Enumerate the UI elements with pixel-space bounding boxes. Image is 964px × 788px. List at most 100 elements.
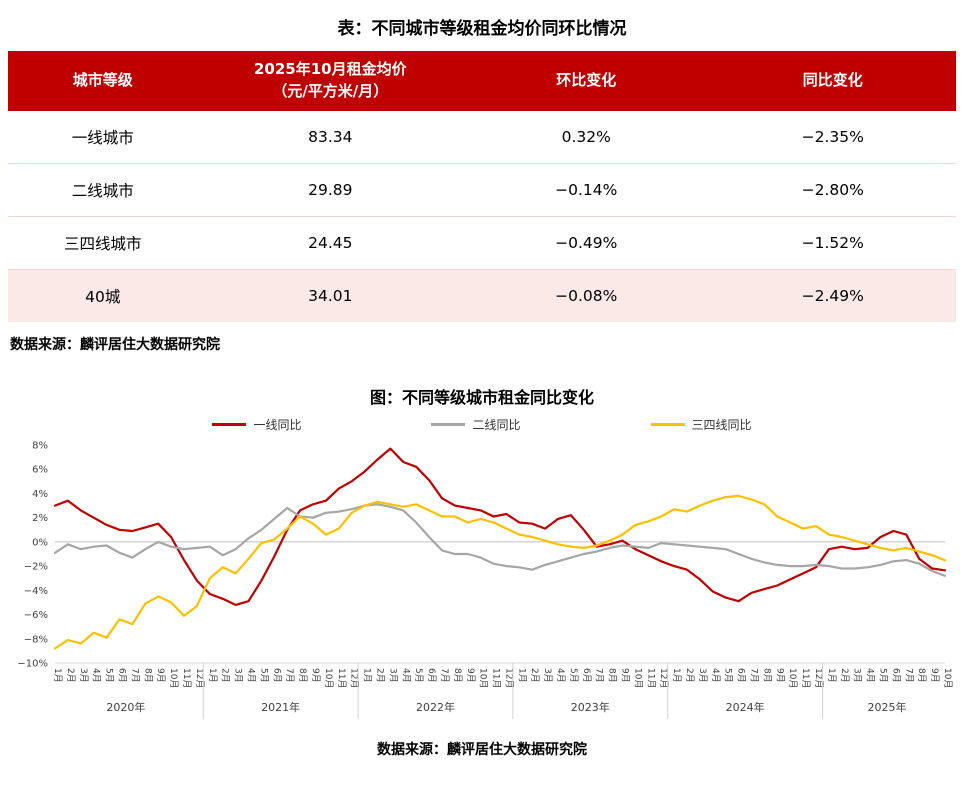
x-axis-month-label: 1月 [362, 668, 373, 683]
y-axis-tick-label: −6% [24, 610, 48, 621]
cell-city-tier: 40城 [85, 287, 121, 306]
table-row-40cities: 40城 34.01 −0.08% −2.49% [8, 269, 956, 322]
cell-yoy: −2.35% [801, 127, 864, 146]
x-axis-month-label: 6月 [890, 668, 901, 683]
x-axis-month-label: 6月 [117, 668, 128, 683]
x-axis-month-label: 1月 [52, 668, 63, 683]
x-axis-month-label: 11月 [491, 668, 502, 688]
chart-source-note: 数据来源：麟评居住大数据研究院 [377, 741, 587, 758]
x-axis-month-label: 4月 [710, 668, 721, 683]
table-header-row: 城市等级 2025年10月租金均价 （元/平方米/月） 环比变化 同比变化 [8, 51, 956, 111]
cell-avg-rent: 83.34 [308, 127, 353, 146]
x-axis-month-label: 11月 [645, 668, 656, 688]
legend-item-tier1: 一线同比 [212, 416, 301, 433]
x-axis-month-label: 1月 [516, 668, 527, 683]
x-axis-month-label: 10月 [942, 668, 953, 688]
x-axis-month-label: 8月 [761, 668, 772, 683]
x-axis-month-label: 11月 [181, 668, 192, 688]
x-axis-month-label: 6月 [426, 668, 437, 683]
x-axis-month-label: 5月 [104, 668, 115, 683]
x-axis-month-label: 8月 [452, 668, 463, 683]
legend-label-tier34: 三四线同比 [691, 417, 752, 432]
table-source-note: 数据来源：麟评居住大数据研究院 [10, 336, 220, 353]
cell-avg-rent: 24.45 [308, 233, 353, 252]
cell-mom: −0.49% [555, 233, 618, 252]
x-axis-month-label: 12月 [503, 668, 514, 688]
y-axis-tick-label: 2% [32, 513, 48, 524]
chart-title: 图：不同等级城市租金同比变化 [369, 387, 594, 407]
x-axis-month-label: 8月 [142, 668, 153, 683]
x-axis-month-label: 11月 [336, 668, 347, 688]
x-axis-month-label: 2月 [220, 668, 231, 683]
x-axis-month-label: 8月 [916, 668, 927, 683]
x-axis-month-label: 10月 [478, 668, 489, 688]
x-axis-month-label: 9月 [465, 668, 476, 683]
x-axis-month-label: 9月 [310, 668, 321, 683]
x-axis-month-label: 9月 [155, 668, 166, 683]
header-city-tier: 城市等级 [8, 51, 198, 111]
y-axis-tick-label: 0% [32, 537, 48, 548]
cell-yoy: −2.80% [801, 180, 864, 199]
x-axis-month-label: 4月 [400, 668, 411, 683]
cell-city-tier: 三四线城市 [64, 234, 142, 253]
cell-avg-rent: 29.89 [308, 180, 353, 199]
x-axis-year-label: 2020年 [106, 700, 145, 714]
legend-label-tier1: 一线同比 [253, 417, 302, 432]
y-axis-tick-label: 6% [32, 464, 48, 475]
x-axis-month-label: 10月 [787, 668, 798, 688]
x-axis-month-label: 4月 [865, 668, 876, 683]
x-axis-month-label: 2月 [65, 668, 76, 683]
x-axis-year-label: 2024年 [726, 700, 765, 714]
x-axis-month-label: 5月 [413, 668, 424, 683]
y-axis-tick-label: −2% [24, 561, 48, 572]
y-axis-tick-label: −10% [17, 658, 48, 669]
x-axis-year-label: 2025年 [868, 700, 907, 714]
x-axis-month-label: 2月 [375, 668, 386, 683]
series-line-1 [53, 502, 947, 577]
x-axis-month-label: 3月 [542, 668, 553, 683]
x-axis-month-label: 1月 [826, 668, 837, 683]
x-axis-year-label: 2023年 [571, 700, 610, 714]
series-line-0 [53, 447, 947, 606]
table-title: 表：不同城市等级租金均价同环比情况 [337, 19, 627, 39]
x-axis-month-label: 11月 [800, 668, 811, 688]
x-axis-month-label: 3月 [233, 668, 244, 683]
table-row-tier1: 一线城市 83.34 0.32% −2.35% [8, 111, 956, 163]
x-axis-month-label: 7月 [749, 668, 760, 683]
cell-mom: 0.32% [561, 127, 611, 146]
x-axis-month-label: 4月 [91, 668, 102, 683]
x-axis-month-label: 12月 [194, 668, 205, 688]
x-axis-month-label: 2月 [529, 668, 540, 683]
x-axis-month-label: 9月 [774, 668, 785, 683]
header-yoy-change: 同比变化 [709, 51, 956, 111]
chart-legend: 一线同比 二线同比 三四线同比 [8, 416, 956, 433]
x-axis-month-label: 10月 [632, 668, 643, 688]
cell-avg-rent: 34.01 [308, 286, 353, 305]
x-axis-month-label: 7月 [594, 668, 605, 683]
legend-line-icon-tier2 [431, 422, 466, 426]
x-axis-month-label: 7月 [439, 668, 450, 683]
cell-mom: −0.08% [555, 286, 618, 305]
y-axis-tick-label: 8% [32, 440, 48, 451]
rent-yoy-chart: 8%6%4%2%0%−2%−4%−6%−8%−10%1月 2月 3月 4月 5月 6月 7月… [17, 440, 953, 719]
header-avg-rent: 2025年10月租金均价 （元/平方米/月） [197, 51, 464, 111]
x-axis-month-label: 10月 [168, 668, 179, 688]
x-axis-month-label: 9月 [929, 668, 940, 683]
x-axis-month-label: 9月 [620, 668, 631, 683]
legend-line-icon-tier34 [650, 422, 685, 426]
x-axis-month-label: 5月 [723, 668, 734, 683]
x-axis-month-label: 7月 [284, 668, 295, 683]
table-row-tier2: 二线城市 29.89 −0.14% −2.80% [8, 163, 956, 216]
y-axis-tick-label: 4% [32, 488, 48, 499]
x-axis-month-label: 3月 [387, 668, 398, 683]
cell-yoy: −2.49% [801, 286, 864, 305]
cell-yoy: −1.52% [801, 233, 864, 252]
x-axis-month-label: 12月 [349, 668, 360, 688]
x-axis-year-label: 2022年 [416, 700, 455, 714]
x-axis-month-label: 2月 [839, 668, 850, 683]
cell-mom: −0.14% [555, 180, 618, 199]
series-line-2 [53, 494, 947, 650]
rent-price-table: 城市等级 2025年10月租金均价 （元/平方米/月） 环比变化 同比变化 一线… [8, 51, 956, 322]
x-axis-month-label: 3月 [852, 668, 863, 683]
